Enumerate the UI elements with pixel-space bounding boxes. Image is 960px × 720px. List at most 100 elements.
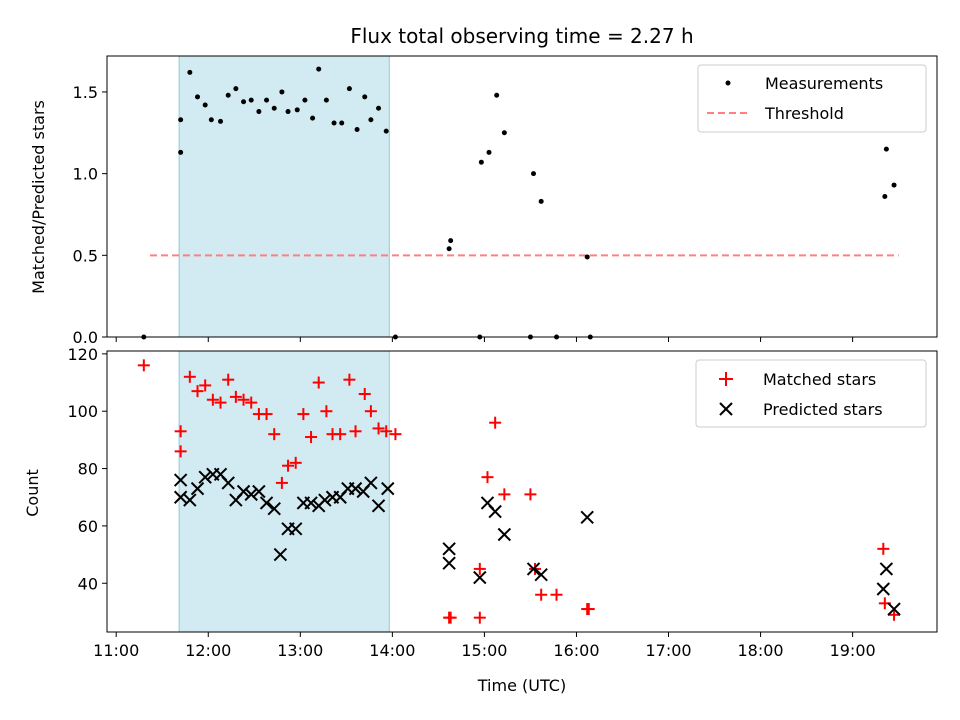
measurement-point [584,254,590,260]
predicted-star-point [371,499,386,513]
matched-star-point [214,396,227,409]
measurement-point [448,238,454,244]
x-tick-label: 14:00 [369,641,415,660]
matched-star-point [473,611,486,624]
bottom-y-tick-label: 80 [78,460,98,479]
matched-star-point [582,603,595,616]
measurement-point [256,109,262,115]
measurement-point [302,97,308,103]
measurement-point [501,130,507,136]
measurement-point [264,97,270,103]
measurement-point [891,182,897,188]
measurement-point [178,149,184,155]
matched-star-point [524,488,537,501]
predicted-star-point [259,496,274,510]
matched-star-point [473,562,486,575]
predicted-star-point [252,484,266,499]
predicted-star-point [442,542,456,556]
predicted-star-point [488,504,502,519]
matched-star-point [260,408,273,421]
measurement-point [446,246,452,252]
matched-star-point [334,428,347,441]
top-legend: Measurements Threshold [697,64,927,133]
predicted-star-point [526,562,541,576]
x-tick-label: 13:00 [277,641,323,660]
bottom-observing-span [178,350,390,633]
matched-star-point [343,373,356,386]
predicted-star-point [442,556,456,570]
chart-title: Flux total observing time = 2.27 h [350,24,693,48]
predicted-star-point [887,602,901,616]
predicted-star-point [236,484,251,499]
measurement-point [178,117,184,123]
matched-star-point [489,416,502,429]
measurement-point [294,107,300,113]
measurement-point [187,69,193,75]
predicted-star-point [173,490,188,504]
legend-predicted-marker [719,402,733,416]
predicted-star-point [381,481,395,496]
matched-star-point [206,393,219,406]
measurement-point [316,66,322,72]
measurement-point [310,115,316,121]
measurement-point [531,171,537,177]
bottom-y-tick-label: 100 [67,402,98,421]
x-tick-label: 15:00 [461,641,507,660]
measurement-point [538,198,544,204]
measurement-point [346,86,352,92]
matched-star-point [229,390,242,403]
measurement-point [248,97,254,103]
matched-star-point [498,488,511,501]
bottom-axes-frame [106,350,938,633]
legend-matched-marker [719,372,733,386]
legend-threshold-label: Threshold [764,104,844,123]
measurement-point [271,105,277,111]
measurement-point [208,117,214,123]
matched-star-point [268,428,281,441]
measurement-point [486,149,492,155]
predicted-star-point [318,493,332,507]
bottom-y-tick-label: 40 [78,574,98,593]
bottom-legend: Matched stars Predicted stars [695,359,927,428]
predicted-star-point [580,510,594,525]
matched-star-point [389,428,402,441]
predicted-star-point [190,481,205,496]
matched-star-point [481,471,494,484]
matched-star-point [358,388,371,401]
x-axis-label: Time (UTC) [477,676,566,695]
x-tick-label: 16:00 [553,641,599,660]
measurement-point [233,86,239,92]
predicted-star-point [267,501,281,516]
x-tick-label: 19:00 [830,641,876,660]
legend-measurements-marker [725,80,731,86]
measurement-point [494,92,500,98]
matched-star-point [237,393,250,406]
matched-star-point [312,376,325,389]
predicted-star-point [183,493,197,507]
top-observing-span [178,55,390,338]
predicted-star-point [348,481,363,496]
matched-star-point [245,396,258,409]
matched-star-point [275,476,288,489]
matched-star-point [183,370,196,383]
top-y-tick-label: 1.5 [73,83,98,102]
measurement-point [241,99,247,105]
x-tick-label: 11:00 [93,641,139,660]
predicted-star-point [244,487,258,502]
matched-star-point [174,425,187,438]
predicted-star-point [364,476,378,490]
matched-star-point [282,459,295,472]
measurement-point [195,94,201,100]
matched-star-point [297,408,310,421]
x-tick-label: 17:00 [645,641,691,660]
measurement-point [478,159,484,165]
matched-star-point [320,405,333,418]
matched-star-point [137,359,150,372]
measurement-point [339,120,345,126]
bottom-y-tick-label: 60 [78,517,98,536]
measurement-point [383,128,389,134]
legend-measurements-label: Measurements [765,74,883,93]
predicted-star-point [198,470,212,484]
measurement-point [218,118,224,124]
